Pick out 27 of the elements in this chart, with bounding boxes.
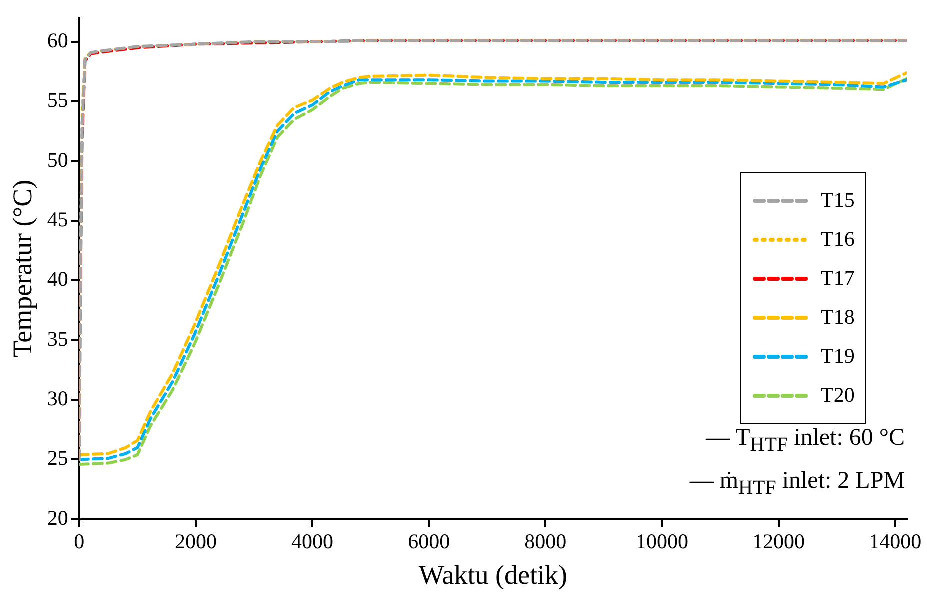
x-tick-label: 0 bbox=[74, 530, 85, 554]
legend-label: T19 bbox=[821, 344, 855, 369]
y-tick-label: 45 bbox=[47, 207, 68, 232]
legend-label: T17 bbox=[821, 266, 855, 291]
x-tick-label: 2000 bbox=[174, 530, 217, 554]
x-tick-label: 12000 bbox=[752, 530, 806, 554]
y-tick-label: 30 bbox=[47, 386, 68, 411]
y-tick-label: 35 bbox=[47, 326, 68, 351]
y-axis-title: Temperatur (°C) bbox=[7, 180, 38, 358]
y-tick-label: 25 bbox=[47, 446, 68, 470]
legend-label: T20 bbox=[821, 383, 855, 408]
x-tick-label: 8000 bbox=[524, 530, 567, 554]
x-axis-title: Waktu (detik) bbox=[418, 560, 568, 590]
annotation: — T$_{HTF}$ inlet: 60 °C bbox=[704, 424, 905, 458]
x-tick-label: 4000 bbox=[292, 530, 334, 554]
x-tick-label: 10000 bbox=[636, 530, 688, 554]
legend-label: T16 bbox=[821, 227, 855, 252]
x-tick-label: 6000 bbox=[408, 530, 450, 554]
y-tick-label: 20 bbox=[47, 506, 68, 530]
y-tick-label: 55 bbox=[47, 88, 68, 112]
legend-label: T15 bbox=[821, 188, 855, 213]
x-tick-label: 14000 bbox=[869, 530, 922, 554]
y-tick-label: 40 bbox=[47, 267, 68, 292]
y-tick-label: 50 bbox=[47, 148, 68, 172]
legend-label: T18 bbox=[821, 305, 855, 330]
annotation: — ṁ$_{HTF}$ inlet: 2 LPM bbox=[690, 466, 905, 501]
y-tick-label: 60 bbox=[47, 28, 68, 52]
